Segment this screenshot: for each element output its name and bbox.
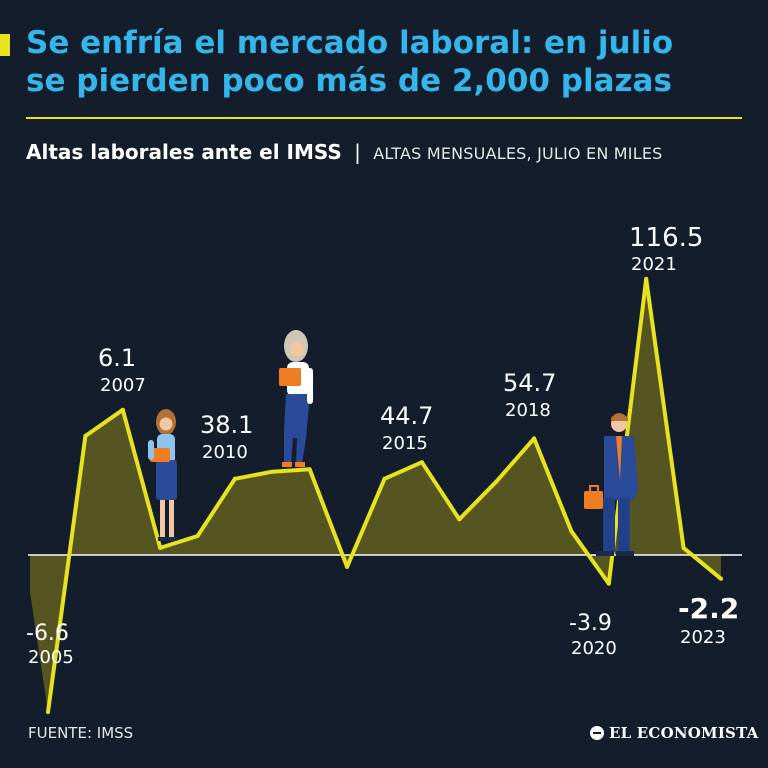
data-label-year-2010: 2010: [202, 442, 248, 463]
area-layer: [30, 278, 721, 713]
data-point-2006: [83, 434, 88, 438]
data-label-year-2015: 2015: [382, 433, 428, 454]
data-label-year-2018: 2018: [505, 400, 551, 421]
data-point-2019: [569, 529, 574, 534]
data-label-value-2018: 54.7: [503, 369, 556, 397]
data-point-2011: [270, 469, 275, 474]
data-label-year-2023: 2023: [680, 627, 726, 648]
data-point-2023: [719, 576, 723, 581]
subtitle-unit: ALTAS MENSUALES, JULIO EN MILES: [373, 144, 663, 163]
chart-subtitle: Altas laborales ante el IMSS | ALTAS MEN…: [26, 140, 756, 166]
data-label-year-2005: 2005: [28, 647, 74, 668]
accent-bar: [0, 34, 10, 56]
data-point-2022: [681, 545, 686, 550]
data-point-2007: [120, 407, 125, 412]
series-area-edge: [30, 555, 48, 713]
data-label-year-2007: 2007: [100, 375, 146, 396]
woman-figure-left: [148, 409, 177, 541]
data-label-value-2005: -6.6: [26, 621, 69, 646]
data-point-2005: [46, 710, 50, 715]
data-point-2016: [457, 517, 462, 522]
data-point-2021: [644, 276, 649, 281]
source-note: FUENTE: IMSS: [28, 724, 134, 742]
data-label-value-2020: -3.9: [569, 611, 612, 636]
data-point-2020: [606, 581, 611, 586]
data-point-2008: [158, 545, 163, 550]
data-point-2014: [382, 476, 387, 481]
data-label-value-2023: -2.2: [678, 592, 739, 625]
logo-text: EL ECONOMISTA: [609, 724, 759, 742]
man-figure-right: [584, 413, 638, 556]
data-label-year-2020: 2020: [571, 638, 617, 659]
data-point-2009: [195, 534, 200, 538]
data-label-year-2021: 2021: [631, 254, 677, 275]
publisher-logo: EL ECONOMISTA: [590, 722, 758, 744]
logo-icon: [590, 726, 604, 740]
data-label-value-2015: 44.7: [380, 402, 433, 430]
headline-line-2: se pierden poco más de 2,000 plazas: [26, 63, 672, 99]
data-point-2018: [532, 436, 537, 441]
data-point-2015: [419, 460, 424, 465]
title-rule: [26, 117, 742, 119]
data-point-2010: [232, 476, 237, 481]
data-point-2012: [307, 467, 312, 472]
data-point-2013: [345, 564, 350, 569]
data-label-value-2010: 38.1: [200, 411, 253, 439]
data-label-value-2021: 116.5: [629, 223, 703, 253]
series-area: [48, 278, 721, 713]
line-layer: [46, 276, 723, 715]
subtitle-main: Altas laborales ante el IMSS: [26, 140, 342, 164]
headline-line-1: Se enfría el mercado laboral: en julio: [26, 25, 674, 61]
data-label-value-2007: 6.1: [98, 344, 136, 372]
woman-figure-center: [279, 330, 313, 467]
subtitle-separator: |: [354, 140, 361, 164]
headline: Se enfría el mercado laboral: en julio s…: [26, 24, 746, 100]
data-point-2017: [494, 479, 499, 484]
